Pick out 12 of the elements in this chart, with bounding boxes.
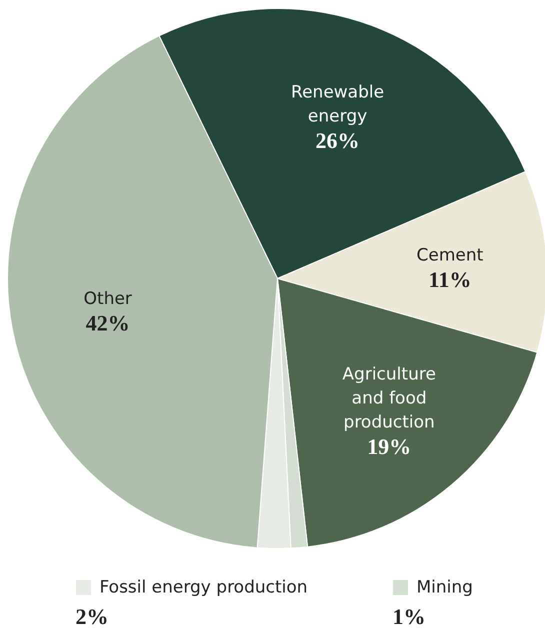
slice-label: Cement [416,245,484,266]
legend-label: Fossil energy production [100,578,308,598]
data-label: 1% [392,604,426,629]
data-label: 19% [367,434,412,459]
slice-label: Other [84,289,132,310]
slice-label: Renewable energy [291,82,384,126]
data-label: 26% [316,128,360,153]
slice-label: Agriculture and food production [342,364,436,432]
data-label: 11% [428,266,472,292]
legend-label: Mining [416,578,473,598]
data-label: 2% [76,604,108,629]
data-label: 42% [86,310,130,336]
